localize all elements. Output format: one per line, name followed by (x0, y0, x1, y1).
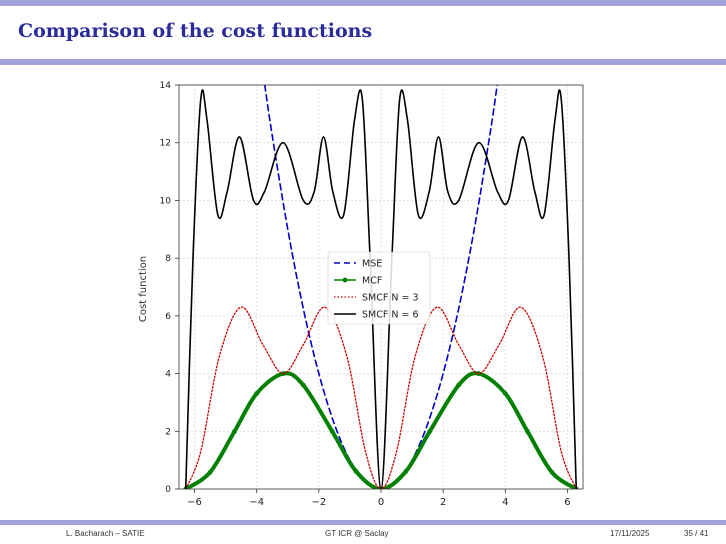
y-tick-label: 8 (165, 254, 171, 264)
series-point (502, 391, 508, 396)
legend-box (327, 251, 431, 325)
axes: −6 −4 −2 0 2 4 6 0 2 4 6 8 10 12 14 (160, 81, 584, 508)
y-tick-label: 0 (165, 485, 171, 495)
y-tick-label: 14 (160, 81, 172, 91)
series-point (329, 428, 335, 434)
footer-author: L. Bacharach – SATIE (66, 529, 145, 538)
series-line-3 (185, 306, 577, 489)
series-line-4 (184, 89, 578, 489)
x-tick-label: 2 (440, 497, 446, 508)
series-line-1 (263, 85, 499, 489)
x-tick-label: −2 (311, 497, 326, 508)
title-rule (0, 59, 726, 65)
y-tick-label: 6 (165, 312, 171, 322)
plot-frame (178, 84, 584, 490)
legend-label: SMCF N = 6 (362, 310, 419, 321)
series-line-2 (183, 371, 579, 489)
series-point (232, 428, 237, 434)
cost-function-chart: −6 −4 −2 0 2 4 6 0 2 4 6 8 10 12 14 Cost function MSE M… (132, 74, 602, 524)
legend-label: SMCF N = 3 (362, 293, 419, 304)
x-tick-label: −6 (187, 497, 202, 508)
legend-marker (342, 277, 348, 283)
legend: MSE MCF SMCF N = 3 SMCF N = 6 (327, 251, 431, 325)
footer-row: L. Bacharach – SATIE GT ICR @ Saclay 17/… (0, 526, 726, 544)
y-tick-label: 2 (165, 427, 171, 437)
x-tick-label: 4 (502, 497, 508, 508)
footer-rule (0, 520, 726, 525)
series-point (456, 382, 462, 388)
series-point (427, 428, 433, 434)
footer-page-number[interactable]: 35 / 41 (684, 529, 709, 538)
series-point (300, 382, 306, 388)
series-point (403, 468, 409, 474)
header-accent-bar (0, 0, 726, 6)
series-point (549, 469, 555, 475)
series-layer (183, 85, 579, 489)
y-tick-label: 12 (160, 139, 171, 149)
title-area (0, 6, 726, 62)
series-point (525, 428, 530, 434)
y-tick-label: 10 (160, 196, 172, 206)
series-point (207, 469, 213, 475)
y-axis-label: Cost function (138, 256, 149, 322)
legend-label: MCF (362, 276, 382, 287)
slide-title: Comparison of the cost functions (18, 20, 373, 42)
series-point (353, 468, 359, 474)
x-tick-label: 6 (564, 497, 570, 508)
footer-date: 17/11/2025 (610, 529, 650, 538)
footer: L. Bacharach – SATIE GT ICR @ Saclay 17/… (0, 520, 726, 544)
legend-label: MSE (362, 259, 382, 270)
series-point (254, 391, 260, 396)
x-tick-label: 0 (378, 497, 384, 508)
x-tick-label: −4 (249, 497, 264, 508)
y-tick-label: 4 (165, 370, 171, 380)
footer-event: GT ICR @ Saclay (325, 529, 389, 538)
